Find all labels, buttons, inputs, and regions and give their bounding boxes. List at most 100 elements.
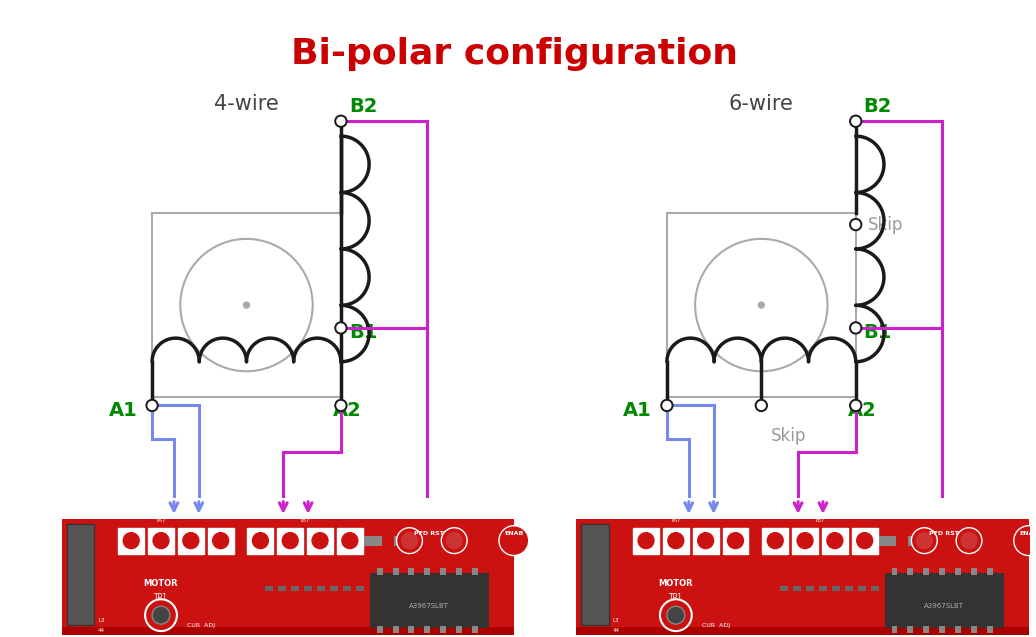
Text: ENAB: ENAB bbox=[1019, 531, 1036, 536]
Bar bbox=[472, 626, 478, 633]
Text: B2: B2 bbox=[349, 97, 377, 116]
Bar bbox=[955, 626, 961, 633]
Bar bbox=[667, 213, 856, 397]
Text: MOTOR: MOTOR bbox=[144, 579, 178, 588]
Bar bbox=[152, 213, 341, 397]
Circle shape bbox=[797, 533, 813, 548]
Text: TP1: TP1 bbox=[154, 593, 168, 602]
Circle shape bbox=[148, 401, 156, 410]
Bar bbox=[408, 568, 414, 575]
Circle shape bbox=[727, 533, 744, 548]
Text: MOTOR: MOTOR bbox=[659, 579, 693, 588]
Circle shape bbox=[638, 533, 654, 548]
Circle shape bbox=[757, 401, 766, 410]
Bar bbox=[793, 527, 818, 554]
Bar bbox=[61, 627, 514, 635]
Bar bbox=[364, 536, 381, 546]
Circle shape bbox=[961, 533, 977, 548]
Circle shape bbox=[253, 533, 268, 548]
Circle shape bbox=[827, 533, 843, 548]
Bar bbox=[343, 586, 351, 591]
Bar bbox=[858, 586, 866, 591]
Bar bbox=[337, 527, 363, 554]
Circle shape bbox=[857, 533, 872, 548]
Bar bbox=[472, 568, 478, 575]
Text: ENAB: ENAB bbox=[505, 531, 523, 536]
Circle shape bbox=[183, 533, 199, 548]
Bar bbox=[909, 536, 926, 546]
Bar bbox=[440, 626, 447, 633]
Text: 4-wire: 4-wire bbox=[214, 94, 279, 114]
Bar bbox=[987, 568, 992, 575]
Bar bbox=[456, 626, 462, 633]
Circle shape bbox=[852, 220, 860, 229]
Bar bbox=[955, 568, 961, 575]
Bar bbox=[265, 586, 274, 591]
Circle shape bbox=[441, 527, 467, 554]
Text: A2: A2 bbox=[847, 401, 876, 420]
Bar bbox=[248, 527, 274, 554]
Text: B1: B1 bbox=[864, 324, 892, 343]
Circle shape bbox=[153, 533, 169, 548]
Bar bbox=[393, 568, 399, 575]
Bar bbox=[852, 527, 877, 554]
Circle shape bbox=[912, 527, 938, 554]
Bar bbox=[693, 527, 719, 554]
Bar bbox=[148, 527, 174, 554]
Text: rB7: rB7 bbox=[300, 518, 310, 523]
Bar bbox=[722, 527, 748, 554]
Bar bbox=[278, 527, 304, 554]
Bar bbox=[971, 626, 977, 633]
Circle shape bbox=[337, 324, 345, 332]
Bar bbox=[870, 586, 879, 591]
Circle shape bbox=[402, 533, 418, 548]
Bar bbox=[305, 586, 312, 591]
Bar bbox=[794, 586, 801, 591]
Circle shape bbox=[312, 533, 328, 548]
Bar bbox=[456, 568, 462, 575]
Bar bbox=[940, 626, 945, 633]
Bar bbox=[806, 586, 814, 591]
Bar bbox=[923, 626, 929, 633]
Text: TP1: TP1 bbox=[669, 593, 683, 602]
Bar bbox=[370, 573, 489, 628]
Text: A2: A2 bbox=[333, 401, 362, 420]
Circle shape bbox=[850, 322, 862, 334]
Text: B2: B2 bbox=[864, 97, 892, 116]
Circle shape bbox=[145, 599, 177, 631]
Text: A3967SLBT: A3967SLBT bbox=[924, 603, 965, 609]
Circle shape bbox=[123, 533, 139, 548]
Bar bbox=[377, 568, 382, 575]
Circle shape bbox=[850, 399, 862, 412]
Text: PFD RST: PFD RST bbox=[929, 531, 959, 536]
Circle shape bbox=[1014, 526, 1036, 555]
Bar bbox=[762, 527, 788, 554]
Bar bbox=[576, 519, 1029, 635]
Bar bbox=[208, 527, 233, 554]
Circle shape bbox=[660, 599, 692, 631]
Circle shape bbox=[852, 401, 860, 410]
Text: Skip: Skip bbox=[771, 427, 807, 445]
Circle shape bbox=[342, 533, 357, 548]
Bar bbox=[633, 527, 659, 554]
Circle shape bbox=[668, 533, 684, 548]
Text: 44: 44 bbox=[97, 627, 105, 633]
Circle shape bbox=[755, 399, 768, 412]
Bar bbox=[663, 527, 689, 554]
Bar bbox=[576, 627, 1029, 635]
Circle shape bbox=[852, 324, 860, 332]
Text: L3: L3 bbox=[98, 618, 105, 622]
Bar bbox=[440, 568, 447, 575]
Circle shape bbox=[212, 533, 229, 548]
Bar bbox=[971, 568, 977, 575]
Text: 44: 44 bbox=[612, 627, 620, 633]
Bar bbox=[355, 586, 364, 591]
Text: 6-wire: 6-wire bbox=[729, 94, 794, 114]
Bar bbox=[892, 568, 897, 575]
Bar bbox=[291, 586, 299, 591]
Bar bbox=[822, 527, 847, 554]
Circle shape bbox=[335, 322, 347, 334]
Circle shape bbox=[447, 533, 462, 548]
Text: CUR  ADJ: CUR ADJ bbox=[186, 622, 214, 627]
Text: Skip: Skip bbox=[868, 215, 903, 234]
